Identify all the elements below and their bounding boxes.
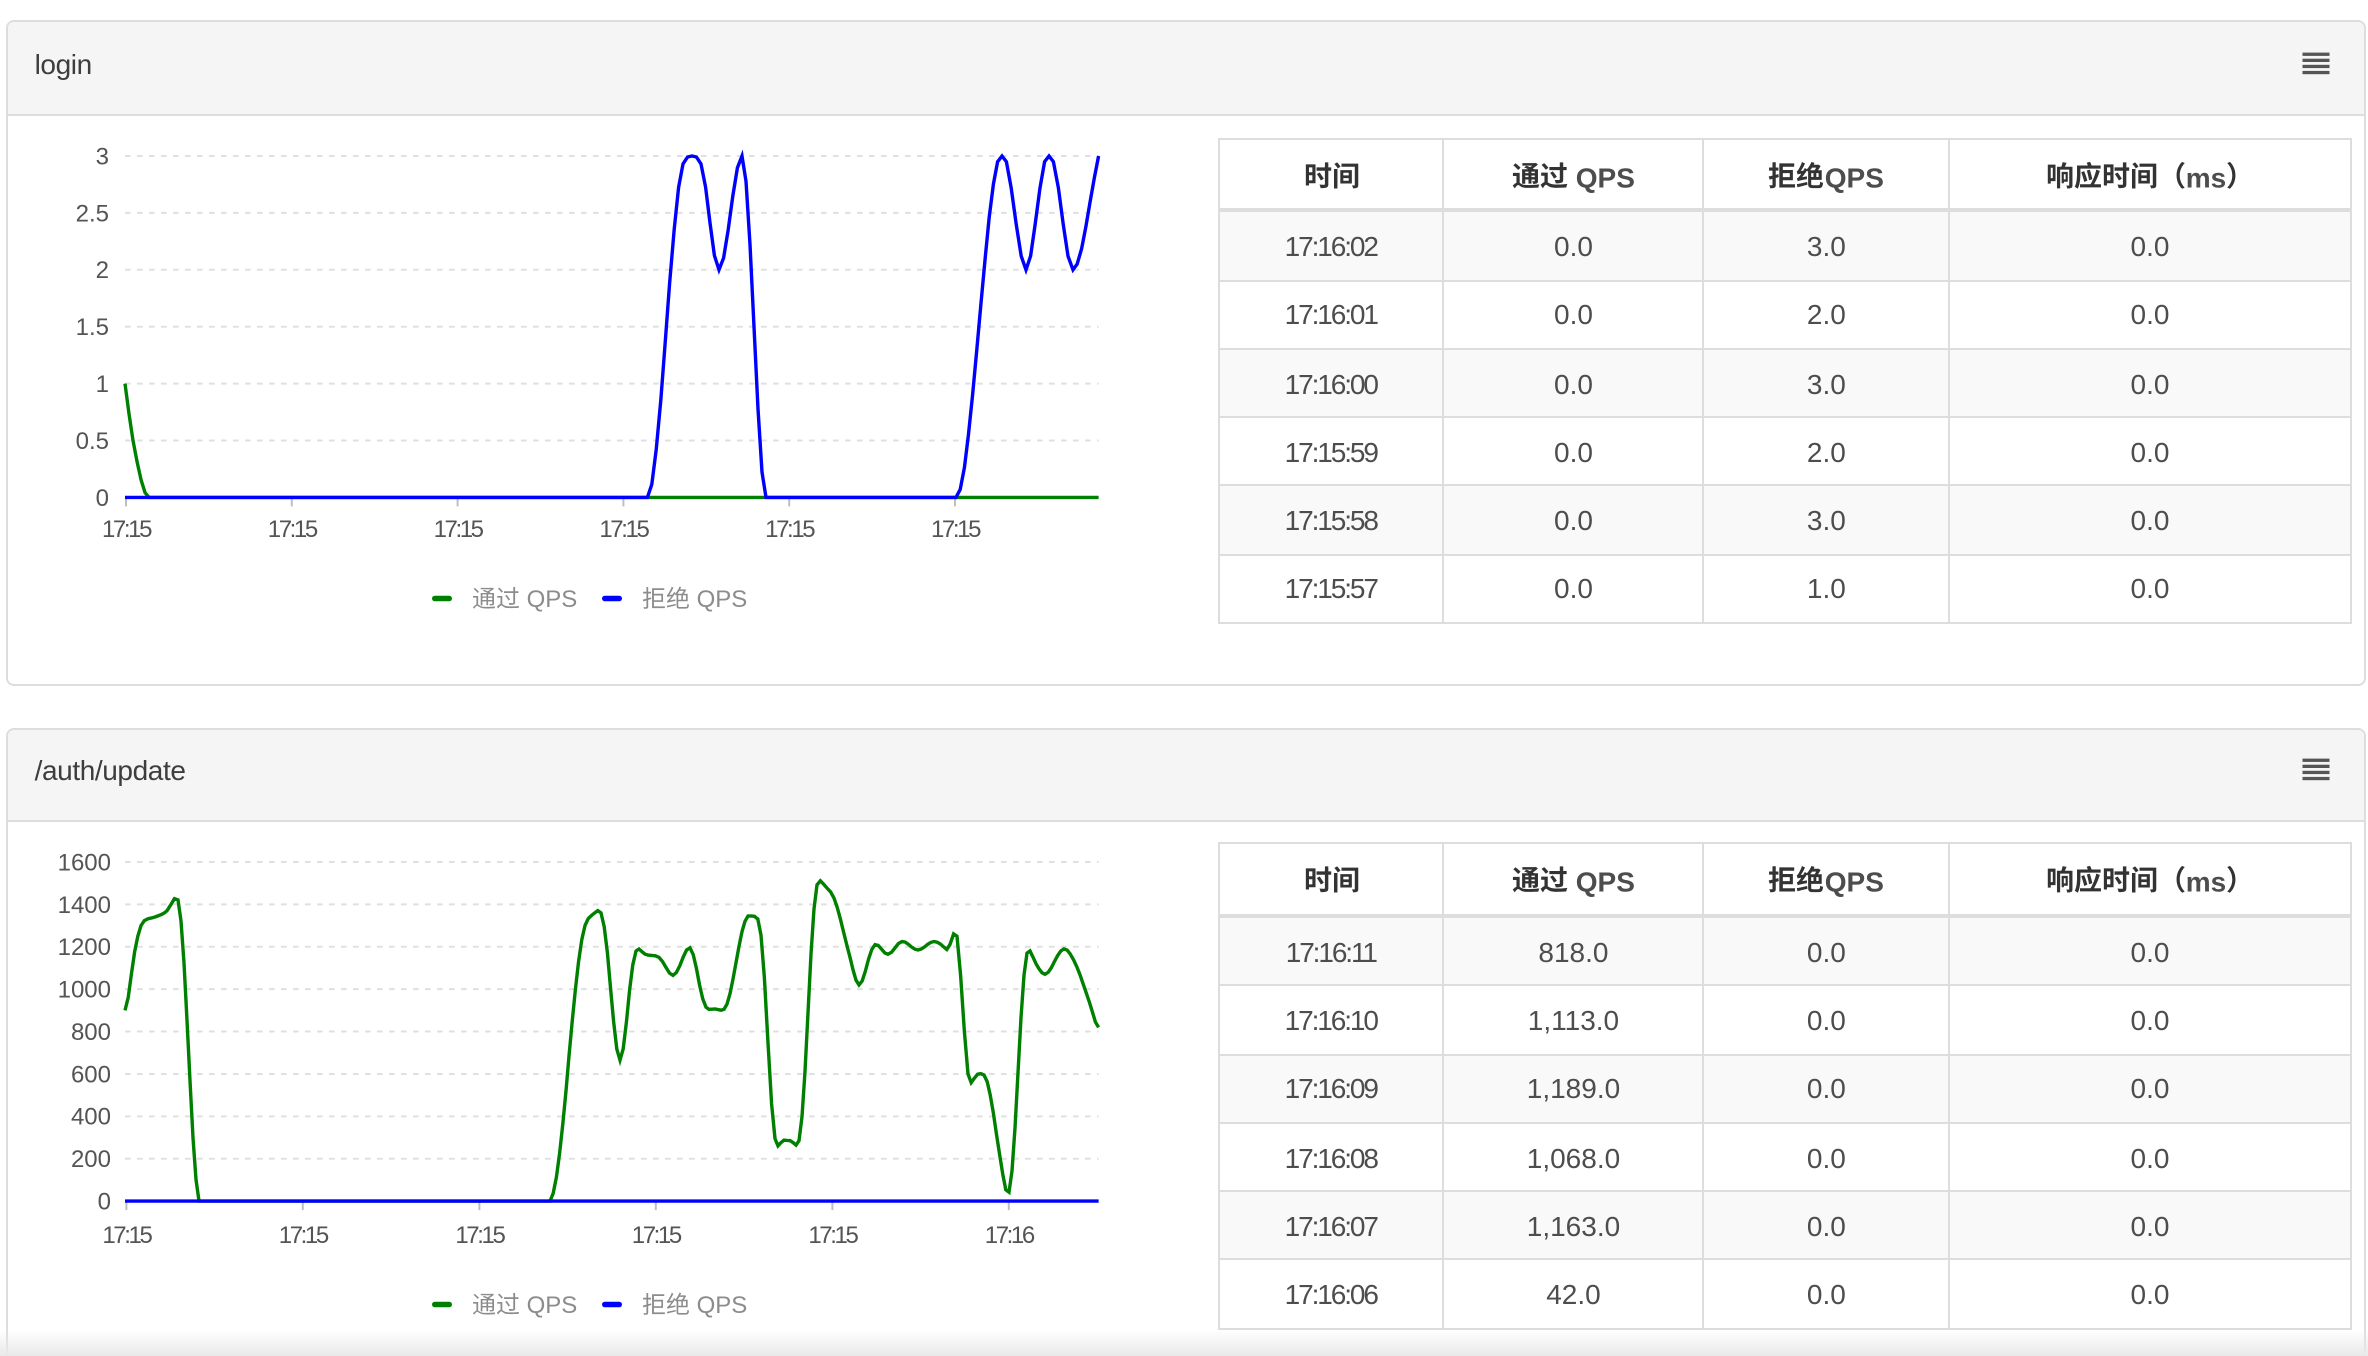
svg-text:2: 2: [96, 257, 109, 284]
svg-text:QPS: QPS: [697, 1293, 748, 1320]
svg-text:2.5: 2.5: [76, 200, 109, 227]
svg-text:QPS: QPS: [527, 586, 578, 613]
svg-text:600: 600: [71, 1062, 111, 1089]
svg-text:800: 800: [71, 1019, 111, 1046]
svg-text:1.5: 1.5: [76, 314, 109, 341]
svg-text:17:15: 17:15: [102, 1223, 152, 1250]
svg-text:17:15: 17:15: [102, 516, 152, 543]
svg-text:17:15: 17:15: [455, 1223, 505, 1250]
svg-text:17:16: 17:16: [985, 1223, 1035, 1250]
svg-text:0: 0: [96, 484, 109, 511]
svg-text:17:15: 17:15: [931, 516, 981, 543]
svg-text:17:15: 17:15: [268, 516, 318, 543]
svg-text:400: 400: [71, 1104, 111, 1131]
svg-text:17:15: 17:15: [434, 516, 484, 543]
svg-text:1600: 1600: [58, 850, 111, 877]
svg-text:17:15: 17:15: [765, 516, 815, 543]
svg-text:0: 0: [98, 1189, 111, 1216]
svg-text:17:15: 17:15: [279, 1223, 329, 1250]
svg-text:200: 200: [71, 1147, 111, 1174]
svg-text:1200: 1200: [58, 935, 111, 962]
svg-text:0.5: 0.5: [76, 427, 109, 454]
svg-text:1000: 1000: [58, 977, 111, 1004]
svg-text:17:15: 17:15: [808, 1223, 858, 1250]
svg-text:1: 1: [96, 371, 109, 398]
svg-text:3: 3: [96, 143, 109, 170]
svg-text:1400: 1400: [58, 892, 111, 919]
svg-text:17:15: 17:15: [632, 1223, 682, 1250]
svg-text:QPS: QPS: [527, 1293, 578, 1320]
svg-text:QPS: QPS: [697, 586, 748, 613]
svg-text:17:15: 17:15: [599, 516, 649, 543]
